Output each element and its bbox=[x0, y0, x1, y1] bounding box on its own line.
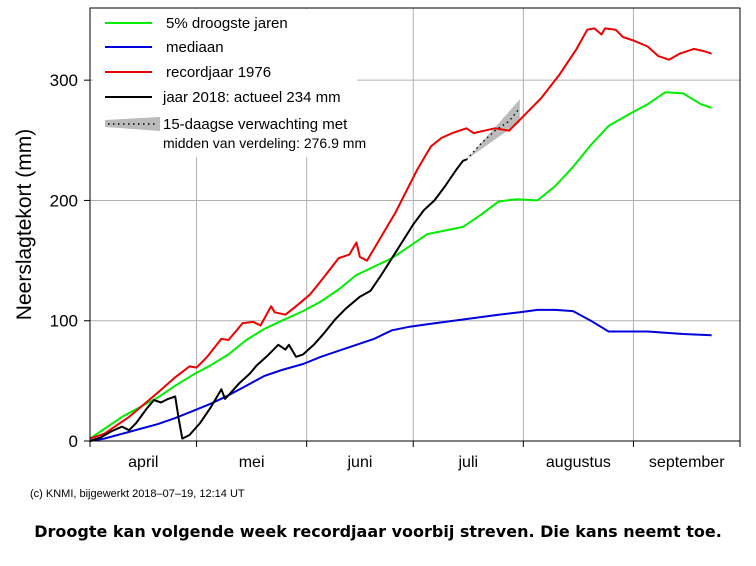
y-axis-label: Neerslagtekort (mm) bbox=[13, 129, 36, 320]
chart-svg: 0 100 200 300 april mei juni juli augustus septem… bbox=[13, 7, 741, 471]
series-line bbox=[89, 91, 712, 440]
x-tick-label: mei bbox=[239, 454, 265, 471]
credit-text: (c) KNMI, bijgewerkt 2018–07–19, 12:14 U… bbox=[30, 488, 245, 500]
series-line bbox=[89, 308, 712, 442]
y-tick-label: 100 bbox=[50, 312, 78, 331]
legend-label: 5% droogste jaren bbox=[166, 15, 288, 32]
legend-label: jaar 2018: actueel 234 mm bbox=[162, 89, 341, 106]
caption-text: Droogte kan volgende week recordjaar voo… bbox=[34, 522, 722, 541]
x-tick-label: juni bbox=[346, 454, 372, 471]
legend-label: mediaan bbox=[166, 39, 224, 56]
series-line bbox=[89, 158, 467, 442]
y-tick-label: 300 bbox=[50, 71, 78, 90]
x-tick-label: augustus bbox=[546, 454, 611, 471]
legend-box bbox=[93, 9, 357, 157]
legend-label: midden van verdeling: 276.9 mm bbox=[163, 135, 366, 151]
series-line bbox=[465, 107, 521, 161]
series-line bbox=[89, 27, 712, 440]
plot-frame bbox=[89, 7, 741, 442]
x-tick-label: september bbox=[649, 454, 725, 471]
legend-swatch bbox=[105, 117, 160, 131]
y-tick-label: 0 bbox=[69, 432, 78, 451]
y-tick-label: 200 bbox=[50, 191, 78, 210]
legend-label: recordjaar 1976 bbox=[166, 64, 271, 81]
x-tick-label: juli bbox=[457, 454, 478, 471]
x-tick-label: april bbox=[128, 454, 158, 471]
legend-label: 15-daagse verwachting met bbox=[163, 116, 348, 133]
